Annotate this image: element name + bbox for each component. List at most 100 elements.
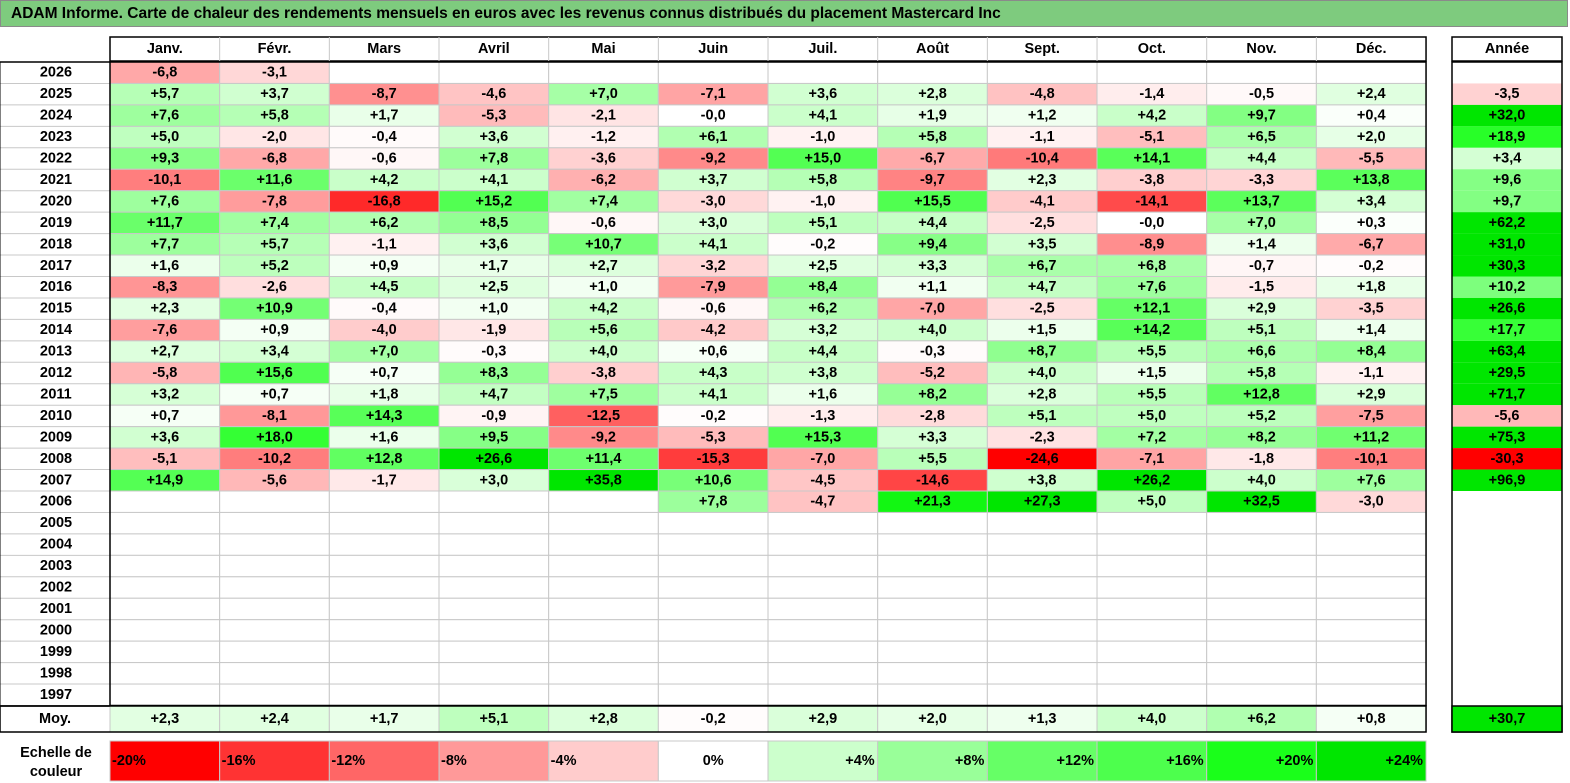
heatmap-cell (1206, 597, 1317, 621)
cell-value: +1,7 (370, 108, 399, 124)
cell-value: -2,1 (591, 108, 616, 124)
cell-value: +3,8 (1028, 472, 1057, 488)
heatmap-cell (1206, 576, 1317, 599)
cell-value: -5,3 (701, 429, 726, 445)
cell-value: +10,6 (695, 472, 732, 488)
annual-cell (1452, 491, 1562, 513)
cell-value: -1,9 (481, 322, 506, 338)
month-header-8: Août (916, 41, 949, 57)
heatmap-cell (1096, 511, 1208, 535)
year-label: 2020 (40, 193, 72, 209)
heatmap-cell (986, 533, 1098, 556)
heatmap-cell (1315, 61, 1427, 84)
cell-value: +1,2 (1028, 108, 1057, 124)
heatmap-cell (986, 61, 1098, 84)
heatmap-cell (328, 619, 440, 642)
cell-value: +1,7 (480, 258, 509, 274)
heatmap-cell (438, 61, 550, 84)
cell-value: +6,2 (809, 301, 838, 317)
year-label: 2009 (40, 429, 72, 445)
cell-value: +5,7 (260, 236, 289, 252)
cell-value: +1,4 (1357, 322, 1386, 338)
cell-value: +9,3 (151, 151, 180, 167)
month-header-1: Janv. (147, 41, 183, 57)
heatmap-cell (657, 511, 769, 535)
cell-value: +4,0 (1028, 365, 1057, 381)
cell-value: +15,6 (256, 365, 293, 381)
color-scale-label-3: -12% (331, 753, 365, 769)
cell-value: +0,4 (1357, 108, 1386, 124)
annual-cell (1452, 233, 1562, 256)
heatmap-cell (109, 554, 221, 578)
cell-value: +6,2 (370, 215, 399, 231)
cell-value: +5,1 (809, 215, 838, 231)
year-label: 2026 (40, 65, 72, 81)
heatmap-cell (328, 511, 440, 535)
cell-value: -3,6 (591, 151, 616, 167)
year-label: 2000 (40, 622, 72, 638)
heatmap-cell (219, 533, 330, 556)
cell-value: +5,8 (260, 108, 289, 124)
cell-value: -0,4 (372, 301, 397, 317)
average-cell (219, 705, 330, 733)
heatmap-cell (328, 554, 440, 578)
month-header-5: Mai (591, 41, 615, 57)
average-value: +2,9 (809, 711, 838, 727)
heatmap-cell (657, 576, 769, 599)
cell-value: +4,2 (370, 172, 399, 188)
year-label: 2018 (40, 236, 72, 252)
annual-cell (1452, 598, 1562, 620)
color-scale-label-6: 0% (703, 753, 724, 769)
cell-value: +0,9 (370, 258, 399, 274)
cell-value: +3,3 (918, 429, 947, 445)
annual-cell (1452, 126, 1562, 148)
heatmap-cell (548, 576, 659, 599)
heatmap-cell (1315, 662, 1427, 685)
heatmap-cell (109, 619, 221, 642)
cell-value: +2,5 (809, 258, 838, 274)
cell-value: +3,0 (480, 472, 509, 488)
heatmap-cell (1096, 683, 1208, 706)
cell-value: +3,6 (151, 429, 180, 445)
heatmap-cell (767, 640, 879, 664)
annual-average-cell (1451, 705, 1563, 733)
heatmap-cell (328, 533, 440, 556)
color-scale-label-5: -4% (551, 753, 577, 769)
cell-value: +1,0 (480, 301, 509, 317)
cell-value: +5,1 (1028, 408, 1057, 424)
heatmap-cell (767, 511, 879, 535)
heatmap-cell (986, 662, 1098, 685)
cell-value: +2,5 (480, 279, 509, 295)
cell-value: +3,4 (260, 344, 289, 360)
month-header-4: Avril (478, 41, 510, 57)
cell-value: -0,0 (701, 108, 726, 124)
annual-cell (1452, 576, 1562, 599)
cell-value: +14,3 (366, 408, 403, 424)
average-value: -0,2 (701, 711, 726, 727)
color-scale-label-4: -8% (441, 753, 467, 769)
annual-value: +26,6 (1489, 301, 1526, 317)
heatmap-cell (1096, 640, 1208, 664)
cell-value: +5,8 (918, 129, 947, 145)
cell-value: +5,0 (1138, 408, 1167, 424)
cell-value: +5,2 (1247, 408, 1276, 424)
annual-cell (1452, 212, 1562, 234)
cell-value: -0,6 (591, 215, 616, 231)
heatmap-cell (109, 576, 221, 599)
cell-value: -3,0 (1359, 494, 1384, 510)
year-label: 1998 (40, 665, 72, 681)
heatmap-cell (328, 683, 440, 706)
cell-value: -3,8 (1139, 172, 1164, 188)
cell-value: -8,9 (1139, 236, 1164, 252)
average-value: +0,8 (1357, 711, 1386, 727)
cell-value: -14,6 (916, 472, 949, 488)
heatmap-cell (548, 490, 659, 513)
month-header-2: Févr. (258, 41, 292, 57)
cell-value: +4,7 (480, 386, 509, 402)
heatmap-cell (1206, 554, 1317, 578)
heatmap-cell (328, 576, 440, 599)
cell-value: +9,4 (918, 236, 947, 252)
cell-value: +5,5 (918, 451, 947, 467)
cell-value: -16,8 (368, 193, 401, 209)
average-cell (1096, 705, 1208, 733)
